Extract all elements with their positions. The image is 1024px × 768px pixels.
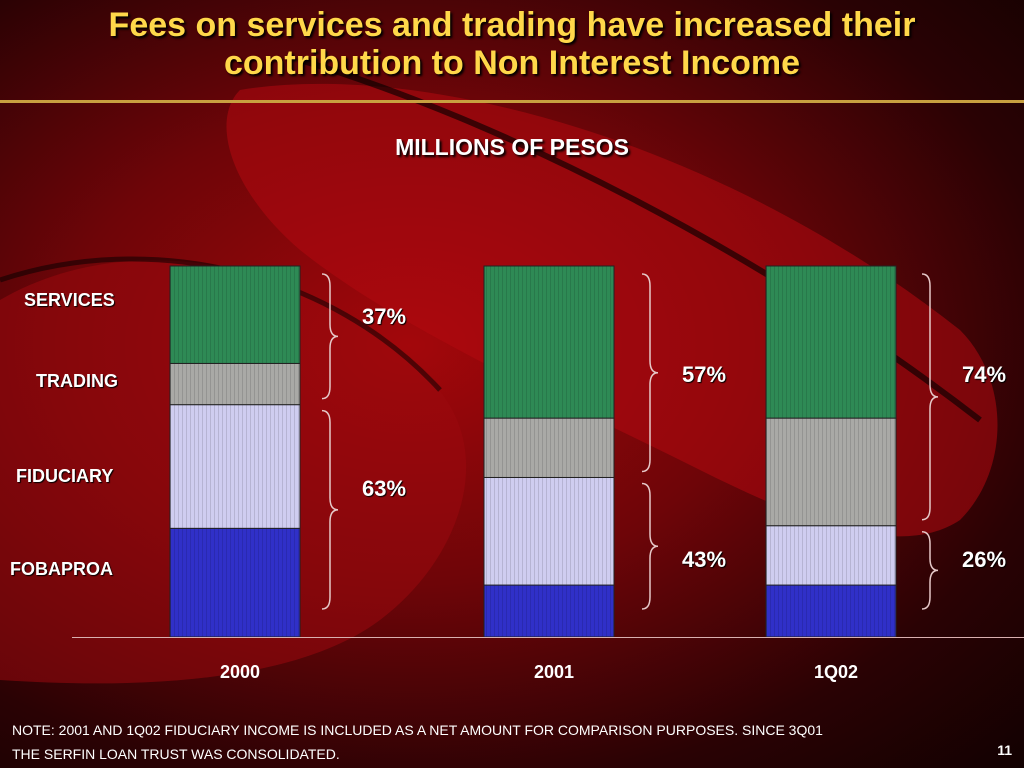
bar-1q02-trading [765, 417, 897, 527]
bar-2000-trading [169, 362, 301, 406]
pct-2001-lower: 43% [682, 547, 727, 572]
bar-1q02-fiduciary [765, 525, 897, 586]
legend-trading: TRADING [36, 371, 118, 391]
legend-fobaproa: FOBAPROA [10, 559, 113, 579]
footnote: NOTE: 2001 AND 1Q02 FIDUCIARY INCOME IS … [12, 718, 1012, 766]
brace-2000-lower [321, 409, 339, 610]
pct-1q02-lower: 26% [962, 547, 1007, 572]
page-number: 11 [997, 742, 1012, 758]
x-axis-line [72, 637, 1024, 638]
x-tick-1q02: 1Q02 [813, 662, 859, 682]
chart-title: MILLIONS OF PESOS [395, 134, 629, 160]
brace-1q02-lower [921, 530, 939, 610]
title-line-1: Fees on services and trading have increa… [108, 6, 916, 44]
pct-2000-upper: 37% [362, 304, 407, 329]
brace-1q02-upper [921, 273, 939, 521]
slide-title: Fees on services and trading have increa… [0, 6, 1024, 82]
bar-2001-services [483, 265, 615, 419]
bar-1q02-services [765, 265, 897, 419]
x-tick-2001: 2001 [533, 662, 575, 682]
bar-2000-fiduciary [169, 404, 301, 529]
brace-2001-lower [641, 482, 659, 610]
title-divider [0, 100, 1024, 103]
pct-2001-upper: 57% [682, 362, 727, 387]
title-line-2: contribution to Non Interest Income [223, 44, 801, 82]
pct-2000-lower: 63% [362, 476, 407, 501]
bar-2001-fobaproa [483, 584, 615, 638]
bar-2001-trading [483, 417, 615, 478]
brace-2000-upper [321, 273, 339, 400]
bar-2001-fiduciary [483, 476, 615, 586]
footnote-line-2: THE SERFIN LOAN TRUST WAS CONSOLIDATED. [12, 746, 340, 762]
brace-2001-upper [641, 273, 659, 473]
x-tick-2000: 2000 [219, 662, 261, 682]
bar-1q02-fobaproa [765, 584, 897, 638]
bar-2000-services [169, 265, 301, 364]
bar-2000-fobaproa [169, 527, 301, 638]
legend-fiduciary: FIDUCIARY [16, 466, 114, 486]
footnote-line-1: NOTE: 2001 AND 1Q02 FIDUCIARY INCOME IS … [12, 722, 823, 738]
legend-services: SERVICES [24, 290, 115, 310]
pct-1q02-upper: 74% [962, 362, 1007, 387]
